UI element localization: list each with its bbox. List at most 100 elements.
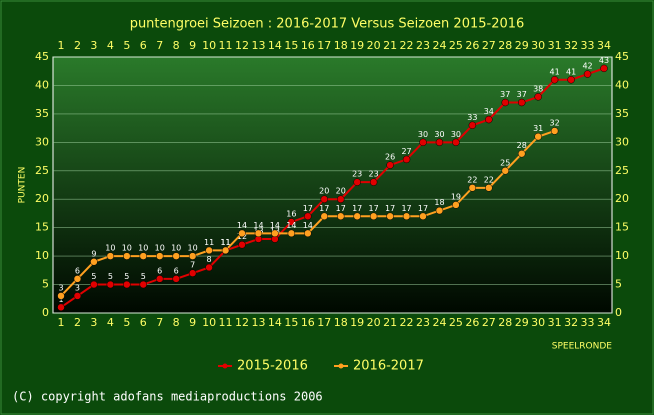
data-label: 6: [174, 266, 179, 275]
x-top-tick-label: 12: [235, 39, 249, 52]
data-point: [320, 195, 329, 203]
data-point: [517, 98, 526, 107]
x-tick-label: 13: [251, 316, 265, 329]
data-label: 37: [500, 90, 510, 99]
x-tick-label: 16: [301, 316, 315, 329]
y2-tick-label: 20: [615, 192, 629, 205]
data-label: 32: [550, 118, 560, 127]
x-tick-label: 22: [400, 316, 414, 329]
data-label: 5: [124, 272, 129, 281]
data-point: [106, 280, 115, 289]
data-point: [304, 212, 312, 221]
data-point: [452, 138, 460, 147]
x-top-tick-label: 22: [400, 39, 414, 52]
y2-tick-label: 35: [615, 107, 629, 120]
data-label: 23: [352, 170, 362, 179]
data-point: [254, 229, 263, 238]
x-top-tick-label: 10: [202, 39, 216, 52]
x-tick-label: 23: [416, 316, 430, 329]
x-tick-label: 34: [597, 316, 611, 329]
data-label: 28: [517, 141, 527, 150]
data-point: [172, 275, 180, 283]
x-tick-label: 28: [498, 316, 512, 329]
data-label: 17: [418, 204, 428, 213]
data-label: 9: [91, 249, 96, 258]
data-point: [369, 178, 378, 186]
data-point: [435, 138, 444, 147]
data-point: [172, 252, 180, 260]
x-tick-label: 17: [317, 316, 331, 329]
data-point: [106, 252, 115, 260]
x-top-tick-label: 17: [317, 39, 331, 52]
data-point: [336, 212, 345, 221]
plot-area: [52, 56, 613, 314]
y-tick-label: 20: [35, 192, 49, 205]
data-label: 37: [517, 90, 527, 99]
data-point: [353, 178, 361, 186]
data-point: [402, 155, 411, 164]
data-point: [90, 280, 98, 289]
data-label: 30: [418, 130, 428, 139]
data-point: [188, 252, 197, 260]
data-label: 31: [533, 124, 543, 133]
data-label: 17: [303, 204, 313, 213]
data-point: [188, 269, 197, 277]
y-tick-label: 45: [35, 50, 49, 63]
data-label: 3: [75, 283, 80, 292]
x-tick-label: 25: [449, 316, 463, 329]
x-top-tick-label: 25: [449, 39, 463, 52]
data-label: 38: [533, 84, 543, 93]
data-label: 34: [484, 107, 494, 116]
x-tick-label: 30: [531, 316, 545, 329]
y-tick-label: 0: [42, 306, 49, 319]
data-label: 17: [352, 204, 362, 213]
data-label: 17: [385, 204, 395, 213]
data-label: 5: [108, 272, 113, 281]
x-top-tick-label: 19: [350, 39, 364, 52]
y2-tick-label: 25: [615, 164, 629, 177]
data-point: [155, 252, 164, 260]
data-label: 7: [190, 261, 195, 270]
x-top-tick-label: 21: [383, 39, 397, 52]
legend-label: 2016-2017: [353, 359, 424, 374]
data-label: 17: [336, 204, 346, 213]
x-top-tick-label: 6: [140, 39, 147, 52]
data-point: [452, 201, 460, 209]
x-top-tick-label: 24: [432, 39, 446, 52]
y-tick-label: 15: [35, 221, 49, 234]
legend-label: 2015-2016: [237, 359, 308, 374]
data-label: 11: [220, 238, 230, 247]
x-tick-label: 15: [284, 316, 298, 329]
data-label: 11: [204, 238, 214, 247]
data-label: 14: [303, 221, 313, 230]
x-top-tick-label: 15: [284, 39, 298, 52]
x-top-tick-label: 30: [531, 39, 545, 52]
data-label: 41: [566, 67, 576, 76]
x-top-tick-label: 16: [301, 39, 315, 52]
data-point: [419, 212, 427, 221]
x-top-tick-label: 20: [367, 39, 381, 52]
data-label: 33: [467, 113, 477, 122]
x-top-tick-label: 8: [173, 39, 180, 52]
data-point: [501, 167, 510, 175]
data-label: 5: [91, 272, 96, 281]
data-label: 18: [434, 198, 444, 207]
x-top-tick-label: 23: [416, 39, 430, 52]
x-tick-label: 31: [548, 316, 562, 329]
data-label: 17: [401, 204, 411, 213]
legend-marker: [338, 363, 344, 369]
data-label: 10: [155, 244, 165, 253]
data-point: [90, 258, 98, 266]
x-top-tick-label: 7: [156, 39, 163, 52]
y2-tick-label: 5: [615, 278, 622, 291]
data-label: 27: [401, 147, 411, 156]
x-tick-label: 3: [90, 316, 97, 329]
data-point: [468, 184, 477, 192]
data-label: 10: [188, 244, 198, 253]
data-point: [386, 212, 394, 221]
data-point: [205, 246, 213, 255]
data-point: [287, 218, 296, 226]
data-point: [468, 121, 477, 130]
data-point: [320, 212, 329, 221]
y-tick-label: 25: [35, 164, 49, 177]
